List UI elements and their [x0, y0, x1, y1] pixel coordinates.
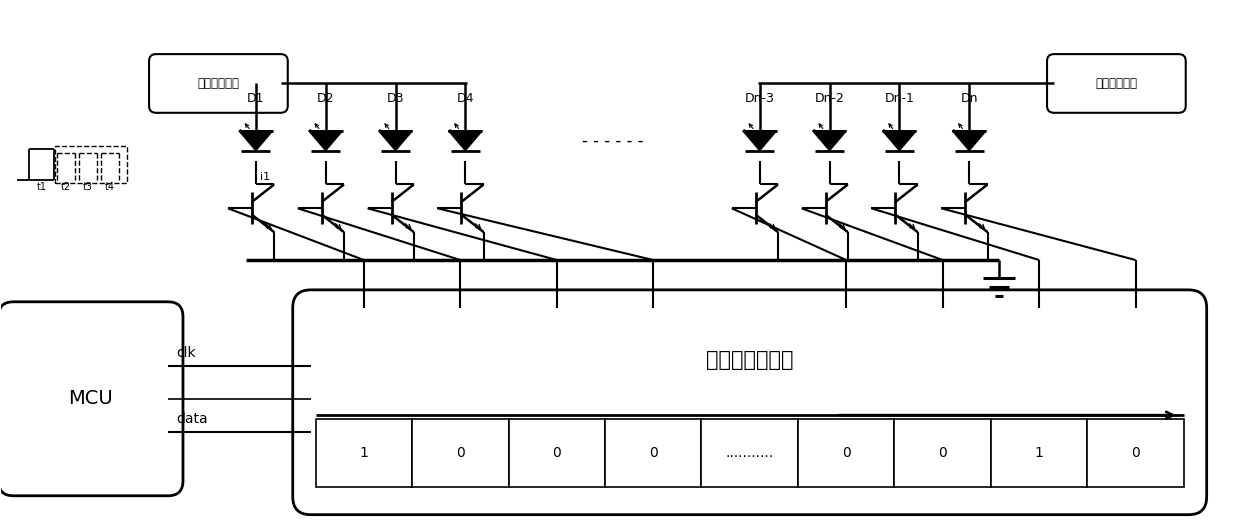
- Text: 0: 0: [1131, 446, 1140, 460]
- Text: 0: 0: [649, 446, 658, 460]
- Polygon shape: [813, 131, 846, 151]
- Text: clk: clk: [176, 346, 196, 360]
- Text: t3: t3: [83, 182, 93, 192]
- Text: t2: t2: [61, 182, 72, 192]
- Text: i1: i1: [260, 172, 270, 182]
- Polygon shape: [742, 131, 777, 151]
- Text: Dn-2: Dn-2: [814, 92, 845, 105]
- Text: D1: D1: [247, 92, 265, 105]
- Text: 0: 0: [553, 446, 561, 460]
- Text: MCU: MCU: [68, 390, 113, 408]
- Polygon shape: [449, 131, 482, 151]
- Text: D4: D4: [457, 92, 475, 105]
- FancyBboxPatch shape: [1047, 54, 1186, 113]
- Text: D3: D3: [387, 92, 404, 105]
- Text: data: data: [176, 412, 208, 426]
- Text: 1: 1: [1035, 446, 1043, 460]
- Bar: [1088, 419, 1183, 487]
- Bar: [605, 419, 701, 487]
- Text: 0: 0: [456, 446, 465, 460]
- Polygon shape: [239, 131, 273, 151]
- Text: Dn: Dn: [960, 92, 978, 105]
- Text: 恒流驱动电路: 恒流驱动电路: [197, 77, 239, 90]
- Polygon shape: [309, 131, 343, 151]
- Bar: [991, 419, 1088, 487]
- Polygon shape: [379, 131, 413, 151]
- Bar: [508, 419, 605, 487]
- Bar: [413, 419, 508, 487]
- Text: t1: t1: [36, 182, 46, 192]
- Text: Dn-1: Dn-1: [885, 92, 914, 105]
- Text: - - - - - -: - - - - - -: [582, 131, 643, 149]
- Text: ...........: ...........: [726, 446, 774, 460]
- Bar: [895, 419, 991, 487]
- Text: D2: D2: [317, 92, 335, 105]
- Text: t4: t4: [105, 182, 115, 192]
- Text: 数据移位寄存器: 数据移位寄存器: [706, 349, 793, 369]
- Bar: [798, 419, 895, 487]
- FancyBboxPatch shape: [292, 290, 1207, 515]
- Bar: [56, 146, 128, 183]
- Polygon shape: [953, 131, 986, 151]
- Text: 恒流驱动电路: 恒流驱动电路: [1095, 77, 1137, 90]
- Bar: [701, 419, 798, 487]
- FancyBboxPatch shape: [0, 302, 183, 496]
- Text: 0: 0: [841, 446, 850, 460]
- Text: 1: 1: [359, 446, 368, 460]
- FancyBboxPatch shape: [149, 54, 287, 113]
- Bar: [316, 419, 413, 487]
- Text: Dn-3: Dn-3: [745, 92, 774, 105]
- Polygon shape: [882, 131, 917, 151]
- Text: 0: 0: [938, 446, 947, 460]
